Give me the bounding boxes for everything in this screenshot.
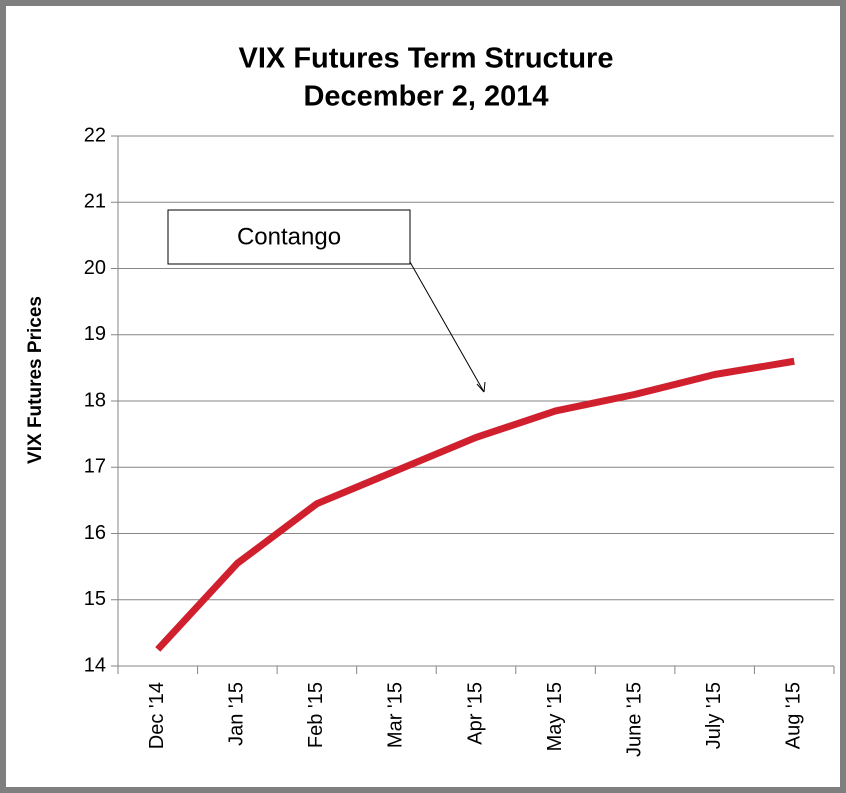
y-axis-label: VIX Futures Prices (25, 296, 46, 464)
x-tick-label: Dec '14 (146, 682, 168, 749)
y-tick-label: 17 (84, 456, 106, 478)
x-tick-label: Feb '15 (305, 682, 327, 748)
y-tick-label: 20 (84, 257, 106, 279)
chart-title: VIX Futures Term Structure (239, 43, 614, 75)
y-tick-label: 14 (84, 654, 106, 676)
chart-subtitle: December 2, 2014 (303, 81, 548, 113)
annotation: Contango (237, 223, 341, 250)
x-tick-label: May '15 (544, 682, 566, 751)
annotation-arrow (409, 261, 485, 393)
x-tick-label: Jan '15 (226, 682, 248, 746)
y-tick-label: 15 (84, 588, 106, 610)
x-tick-label: Aug '15 (783, 682, 805, 749)
x-tick-label: July '15 (703, 682, 725, 749)
y-tick-label: 19 (84, 323, 106, 345)
arrow-head (476, 381, 486, 393)
x-tick-label: Mar '15 (385, 682, 407, 748)
y-tick-label: 18 (84, 389, 106, 411)
annotation-box (167, 209, 411, 265)
x-tick-label: June '15 (623, 682, 645, 757)
y-tick-label: 22 (84, 124, 106, 146)
y-tick-label: 16 (84, 522, 106, 544)
line (155, 357, 795, 652)
x-tick-label: Apr '15 (464, 682, 486, 745)
y-tick-label: 21 (84, 191, 106, 213)
